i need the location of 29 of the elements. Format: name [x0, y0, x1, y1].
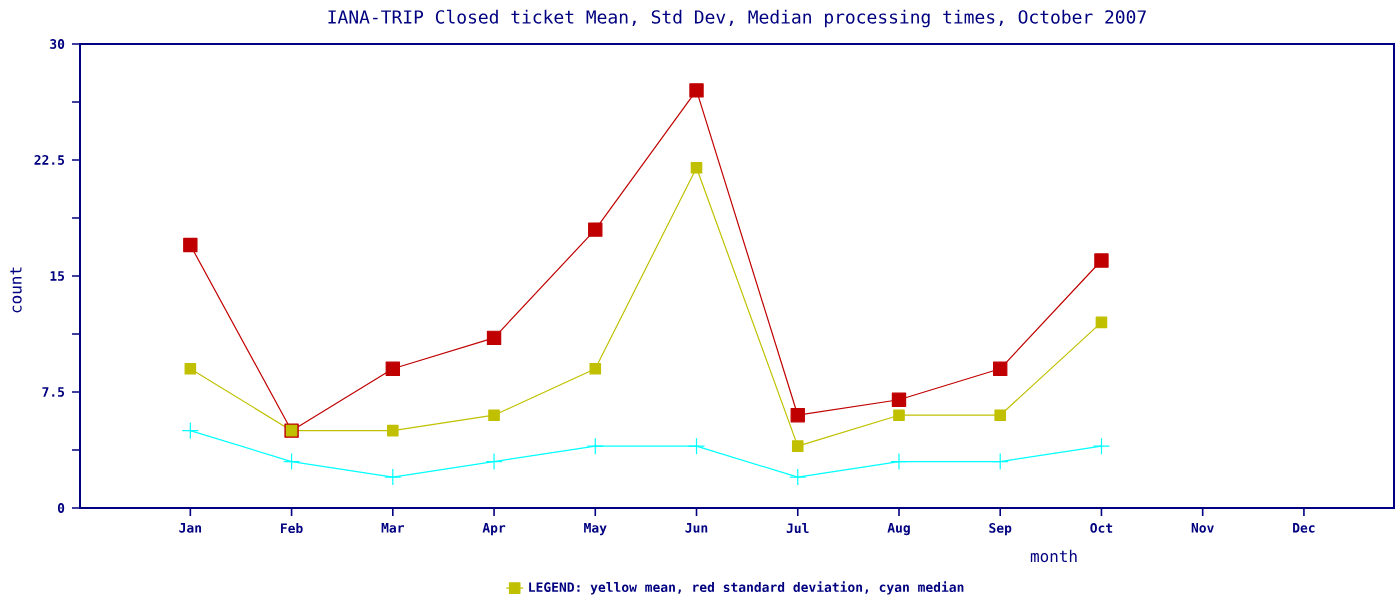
point: [282, 453, 301, 471]
point: [387, 424, 399, 437]
point: [485, 453, 503, 471]
point: [791, 440, 804, 452]
point: [789, 468, 807, 486]
point: [1094, 253, 1109, 268]
point: [588, 222, 603, 237]
point: [689, 83, 704, 98]
point: [991, 453, 1009, 471]
point: [890, 453, 908, 471]
point: [994, 409, 1007, 421]
point: [893, 409, 905, 421]
point: [384, 468, 402, 486]
point: [790, 408, 805, 423]
point: [181, 422, 199, 440]
point: [1095, 316, 1108, 329]
point: [184, 363, 197, 375]
point: [183, 237, 198, 253]
point: [891, 392, 907, 407]
point: [488, 409, 500, 421]
point: [690, 161, 703, 174]
point: [586, 437, 604, 455]
point: [993, 361, 1008, 376]
point: [1092, 437, 1111, 455]
point: [687, 437, 706, 455]
point: [486, 330, 502, 346]
chart-title: IANA-TRIP Closed ticket Mean, Std Dev, Median processing times, October 2007: [328, 9, 1146, 28]
point: [589, 363, 602, 375]
point: [385, 361, 401, 376]
